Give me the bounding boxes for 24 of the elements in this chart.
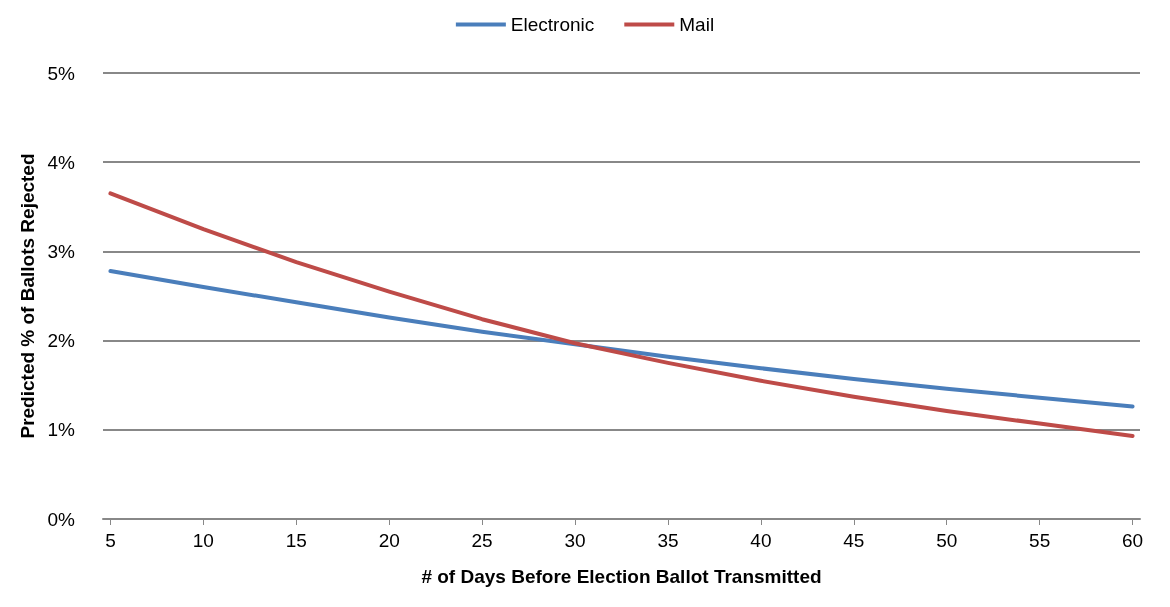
y-tick-label: 3% bbox=[47, 240, 76, 262]
x-tick-label: 20 bbox=[378, 530, 400, 551]
x-axis-title: # of Days Before Election Ballot Transmitted bbox=[421, 566, 822, 587]
x-tick-label: 15 bbox=[285, 530, 307, 551]
legend-label: Mail bbox=[679, 14, 715, 35]
y-tick-label: 1% bbox=[47, 419, 76, 441]
y-tick-label: 0% bbox=[47, 508, 76, 530]
x-tick-label: 10 bbox=[192, 530, 214, 551]
x-tick-label: 40 bbox=[750, 530, 772, 551]
line-series bbox=[108, 191, 1135, 439]
x-tick-label: 50 bbox=[936, 530, 958, 551]
x-tick-label: 5 bbox=[105, 530, 116, 551]
x-tick-label: 25 bbox=[471, 530, 493, 551]
y-tick-label: 4% bbox=[47, 151, 76, 173]
y-axis-title: Predicted % of Ballots Rejected bbox=[16, 153, 38, 439]
x-tick-label: 30 bbox=[564, 530, 586, 551]
x-tick-label: 60 bbox=[1122, 530, 1144, 551]
y-tick-label: 5% bbox=[47, 62, 76, 84]
x-tick-label: 35 bbox=[657, 530, 679, 551]
line-series bbox=[108, 269, 1135, 409]
y-tick-label: 2% bbox=[47, 330, 76, 352]
x-tick-label: 55 bbox=[1029, 530, 1051, 551]
x-tick-label: 45 bbox=[843, 530, 865, 551]
legend-label: Electronic bbox=[510, 14, 595, 35]
